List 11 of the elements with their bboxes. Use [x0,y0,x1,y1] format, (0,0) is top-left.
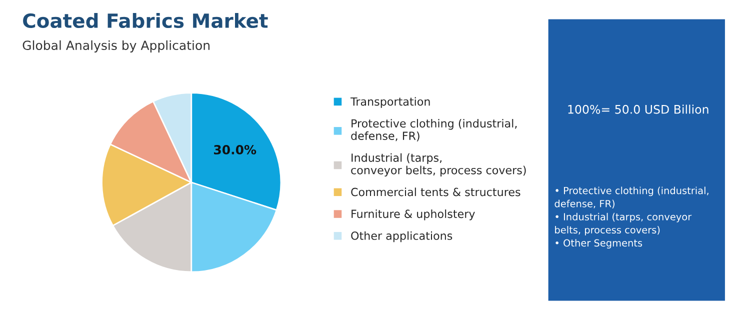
text: 100%= 50.0 USD Billion [568,104,708,114]
legend-label: Commercial tents & structures [351,188,520,196]
legend-label: Industrial (tarps, conveyor belts, process covers) [351,153,526,176]
data-label: 30.0% [214,144,256,154]
legend-label: Other applications [351,231,452,242]
legend-label: Protective clothing (industrial, defense, FR) [351,118,517,142]
text: • Protective clothing (industrial, defense, FR) • Industrial (tarps, conveyor belts, process covers) • Other Segments [554,186,708,249]
chart-title: Coated Fabrics Market [23,12,268,28]
chart-subtitle: Global Analysis by Application [22,40,210,52]
legend-label: Transportation [350,97,430,108]
legend-label: Furniture & upholstery [352,209,475,220]
